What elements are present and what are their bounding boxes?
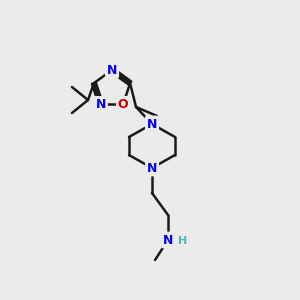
Text: O: O [118, 98, 128, 111]
Text: H: H [178, 236, 187, 246]
Text: N: N [107, 64, 117, 76]
Text: N: N [96, 98, 106, 111]
Text: N: N [163, 233, 173, 247]
Text: N: N [147, 161, 157, 175]
Text: N: N [147, 118, 157, 130]
